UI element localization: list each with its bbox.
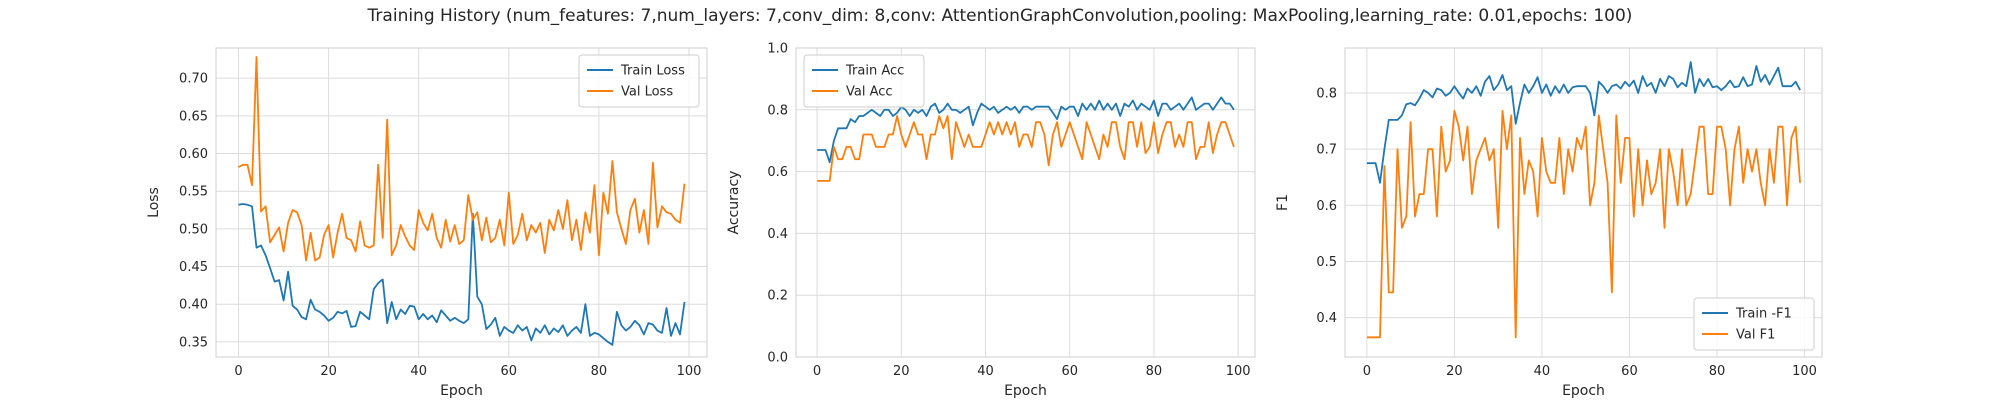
y-tick-label: 1.0: [767, 42, 788, 57]
x-tick-label: 0: [234, 364, 242, 379]
x-tick-label: 60: [501, 364, 518, 379]
y-tick-label: 0.60: [179, 147, 208, 162]
y-tick-label: 0.50: [179, 222, 208, 237]
x-tick-label: 20: [320, 364, 337, 379]
series-line-val-f1: [1366, 110, 1801, 339]
x-tick-label: 80: [1146, 364, 1163, 379]
legend-label: Train -F1: [1735, 307, 1792, 322]
y-tick-label: 0.5: [1316, 255, 1337, 270]
x-axis-label: Epoch: [1562, 383, 1605, 399]
legend-box: [803, 54, 925, 108]
series-line-train-acc: [817, 96, 1235, 164]
x-tick-label: 60: [1621, 364, 1638, 379]
y-tick-label: 0.65: [179, 109, 208, 124]
figure-title: Training History (num_features: 7,num_la…: [367, 6, 1633, 26]
x-tick-label: 20: [893, 364, 910, 379]
plot-frame: [215, 47, 708, 358]
legend-label: Train Acc: [845, 64, 904, 79]
series-line-train-loss: [238, 203, 686, 346]
y-axis-label: Loss: [146, 187, 162, 218]
subplot-3: 0 20 40 60 80 100 0.4 0.5 0.6 0.7 0.8 Epoch F1 Train …: [1275, 47, 1823, 399]
x-tick-label: 40: [1534, 364, 1551, 379]
legend-label: Val F1: [1736, 328, 1775, 343]
y-tick-label: 0.8: [767, 103, 788, 118]
y-tick-label: 0.8: [1316, 86, 1337, 101]
y-tick-label: 0.6: [767, 165, 788, 180]
y-tick-label: 0.45: [179, 260, 208, 275]
y-tick-label: 0.55: [179, 185, 208, 200]
x-tick-label: 100: [677, 364, 702, 379]
x-tick-label: 0: [813, 364, 821, 379]
x-tick-label: 20: [1446, 364, 1463, 379]
legend-box: [578, 54, 700, 108]
x-axis-label: Epoch: [1004, 383, 1047, 399]
series-line-val-acc: [817, 115, 1235, 182]
x-tick-label: 40: [977, 364, 994, 379]
x-tick-label: 80: [1709, 364, 1726, 379]
x-tick-label: 100: [1792, 364, 1817, 379]
y-tick-label: 0.7: [1316, 143, 1337, 158]
x-tick-label: 80: [591, 364, 608, 379]
legend-label: Train Loss: [620, 64, 685, 79]
x-tick-label: 40: [410, 364, 427, 379]
y-axis-label: Accuracy: [726, 171, 742, 235]
subplot-2: 0 20 40 60 80 100 0.0 0.2 0.4 0.6 0.8 1.0 Epoch Accur…: [726, 42, 1256, 399]
plot-frame: [795, 47, 1256, 358]
legend: Train Loss Val Loss: [578, 54, 700, 108]
x-tick-label: 0: [1363, 364, 1371, 379]
y-tick-label: 0.6: [1316, 199, 1337, 214]
x-axis-label: Epoch: [440, 383, 483, 399]
y-tick-label: 0.40: [179, 298, 208, 313]
legend: Train -F1 Val F1: [1693, 297, 1815, 351]
y-tick-label: 0.35: [179, 335, 208, 350]
y-tick-label: 0.4: [767, 227, 788, 242]
series-line-train-f1: [1366, 61, 1801, 184]
legend: Train Acc Val Acc: [803, 54, 925, 108]
y-tick-label: 0.4: [1316, 311, 1337, 326]
y-tick-label: 0.0: [767, 351, 788, 366]
series-line-val-loss: [238, 56, 686, 262]
legend-label: Val Acc: [846, 85, 893, 100]
x-tick-label: 100: [1226, 364, 1251, 379]
plot-frame: [1344, 47, 1823, 358]
y-axis-label: F1: [1275, 194, 1291, 211]
legend-label: Val Loss: [621, 85, 673, 100]
y-tick-label: 0.70: [179, 72, 208, 87]
subplots: 0 20 40 60 80 1000.350.400.450.500.550.600.65…: [146, 42, 1823, 399]
legend-box: [1693, 297, 1815, 351]
y-tick-label: 0.2: [767, 289, 788, 304]
x-tick-label: 60: [1061, 364, 1078, 379]
subplot-1: 0 20 40 60 80 100 0.35 0.40 0.45 0.50 0.55 0.60 0.65…: [146, 47, 708, 399]
